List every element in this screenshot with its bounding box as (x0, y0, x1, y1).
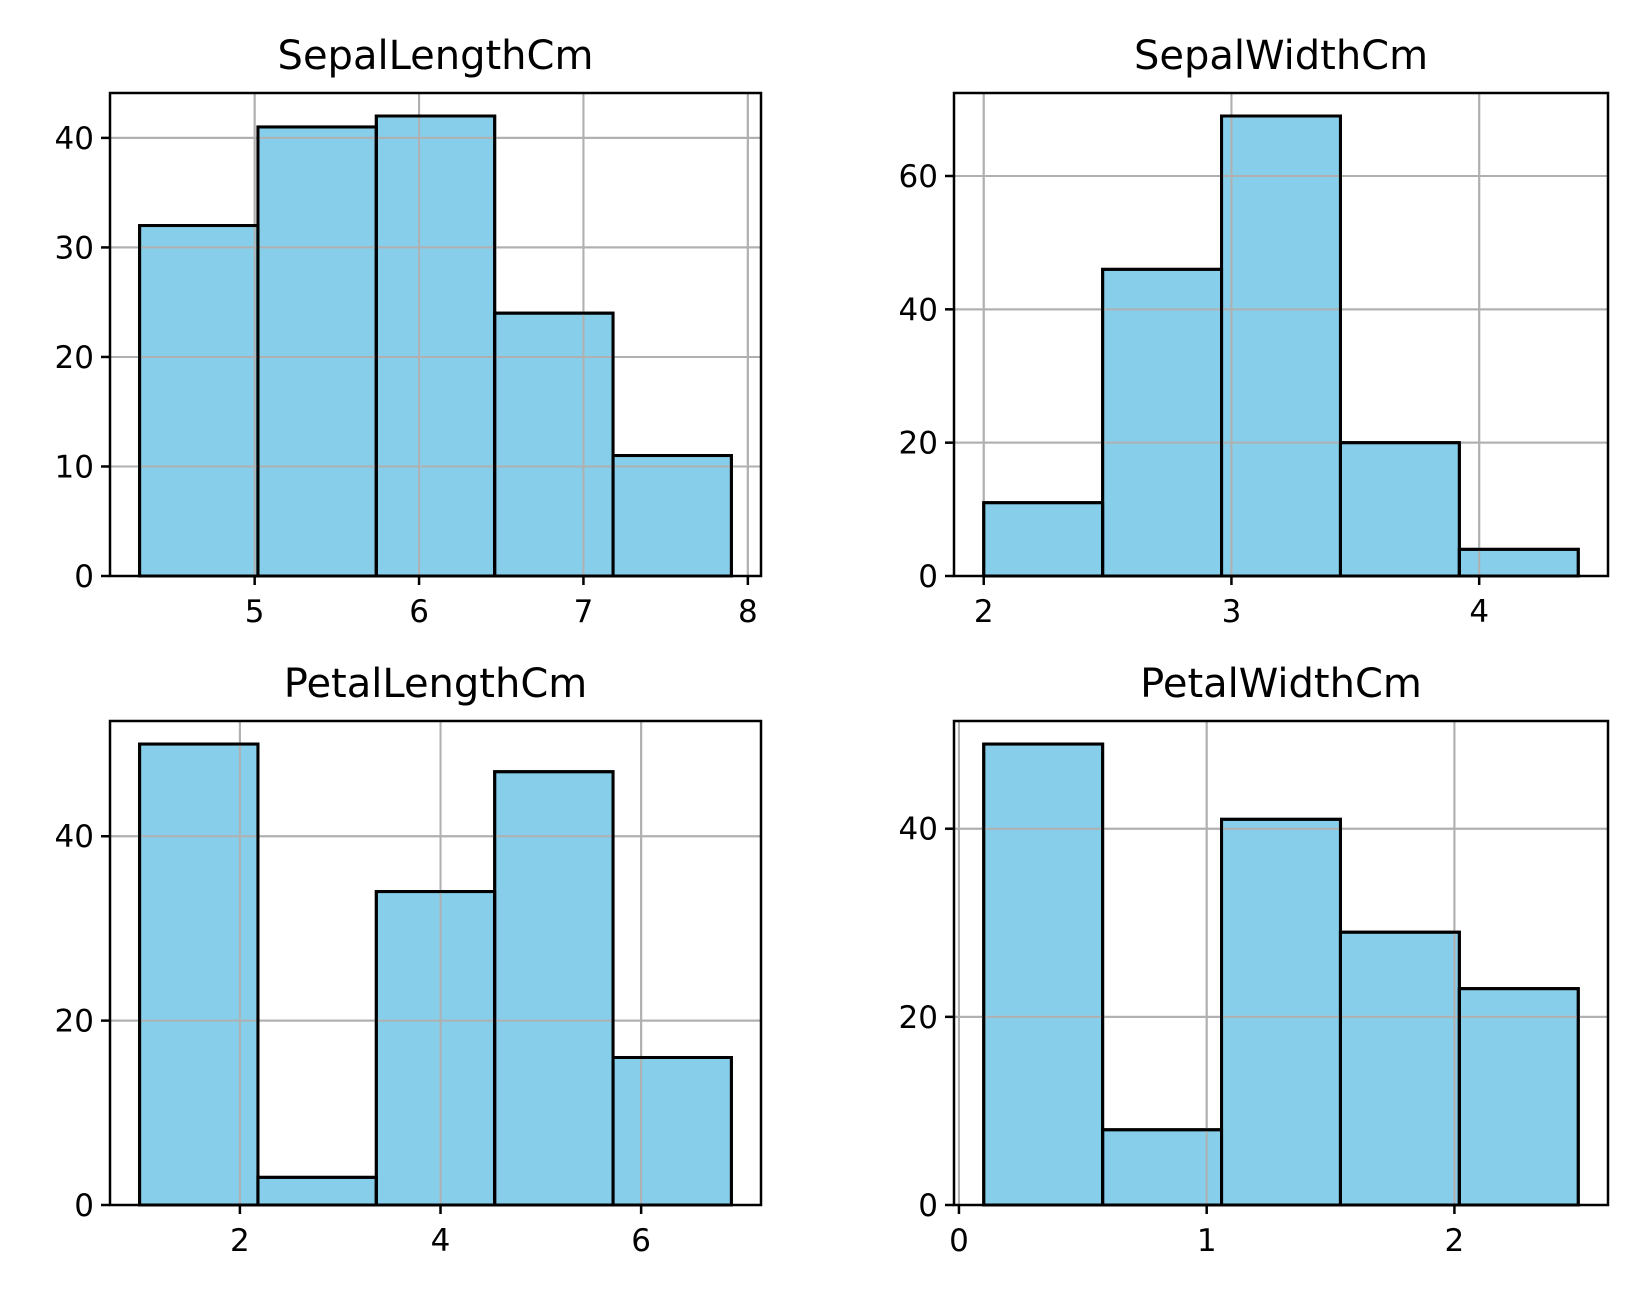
histogram-bar (493, 311, 615, 578)
histogram-bar (138, 224, 260, 578)
histogram-bar (493, 770, 615, 1207)
y-tick-label: 60 (899, 159, 938, 195)
x-tick-label: 6 (631, 1223, 651, 1259)
histogram-bar (982, 501, 1105, 578)
histogram-bar (1457, 547, 1580, 578)
y-tick-label: 20 (899, 1000, 938, 1036)
x-tick-label: 2 (230, 1223, 250, 1259)
axes-frame (952, 719, 1610, 1207)
panel-petal-length: 2 4 6 0 20 40 PetalLengthCm (55, 661, 763, 1259)
panel-title: SepalLengthCm (278, 33, 594, 79)
histogram-bar (1220, 114, 1342, 578)
histogram-bar (1457, 987, 1580, 1207)
y-tick-label: 30 (55, 230, 94, 266)
x-tick-label: 3 (1222, 594, 1242, 630)
histogram-bar (1338, 930, 1461, 1207)
histogram-bar (256, 1175, 378, 1207)
histogram-bar (374, 114, 497, 578)
y-tick-label: 0 (74, 1188, 94, 1224)
panel-title: PetalLengthCm (284, 661, 587, 707)
y-tick-label: 40 (899, 292, 938, 328)
axes-frame (952, 91, 1610, 578)
x-tick-label: 4 (431, 1223, 451, 1259)
x-tick-label: 2 (1445, 1223, 1465, 1259)
histogram-bar (374, 890, 497, 1207)
panel-title: SepalWidthCm (1134, 33, 1428, 79)
y-tick-label: 0 (918, 559, 938, 595)
histogram-bar (982, 742, 1105, 1207)
x-tick-label: 2 (974, 594, 994, 630)
histogram-bar (1101, 267, 1224, 578)
y-tick-label: 0 (74, 559, 94, 595)
y-tick-label: 10 (55, 449, 94, 485)
histogram-bar (611, 454, 733, 578)
histogram-bar (1101, 1128, 1224, 1207)
x-tick-label: 5 (245, 594, 265, 630)
x-tick-label: 7 (574, 594, 594, 630)
y-tick-label: 40 (55, 819, 94, 855)
x-tick-label: 8 (738, 594, 758, 630)
y-tick-label: 20 (55, 340, 94, 376)
histogram-bar (138, 742, 260, 1207)
y-tick-label: 40 (55, 121, 94, 157)
panel-title: PetalWidthCm (1140, 661, 1422, 707)
axes-frame (108, 91, 763, 578)
y-tick-label: 40 (899, 812, 938, 848)
y-tick-label: 20 (55, 1004, 94, 1040)
x-tick-label: 1 (1197, 1223, 1217, 1259)
histogram-bar (256, 125, 378, 578)
x-tick-label: 4 (1469, 594, 1489, 630)
y-tick-label: 0 (918, 1188, 938, 1224)
histogram-bar (611, 1055, 733, 1207)
y-tick-label: 20 (899, 426, 938, 462)
x-tick-label: 6 (409, 594, 429, 630)
histogram-bar (1220, 817, 1342, 1207)
panel-sepal-length: 5 6 7 8 0 10 20 30 40 SepalLengthCm (55, 33, 763, 630)
histogram-bar (1338, 441, 1461, 578)
axes-frame (108, 719, 763, 1207)
x-tick-label: 0 (949, 1223, 969, 1259)
